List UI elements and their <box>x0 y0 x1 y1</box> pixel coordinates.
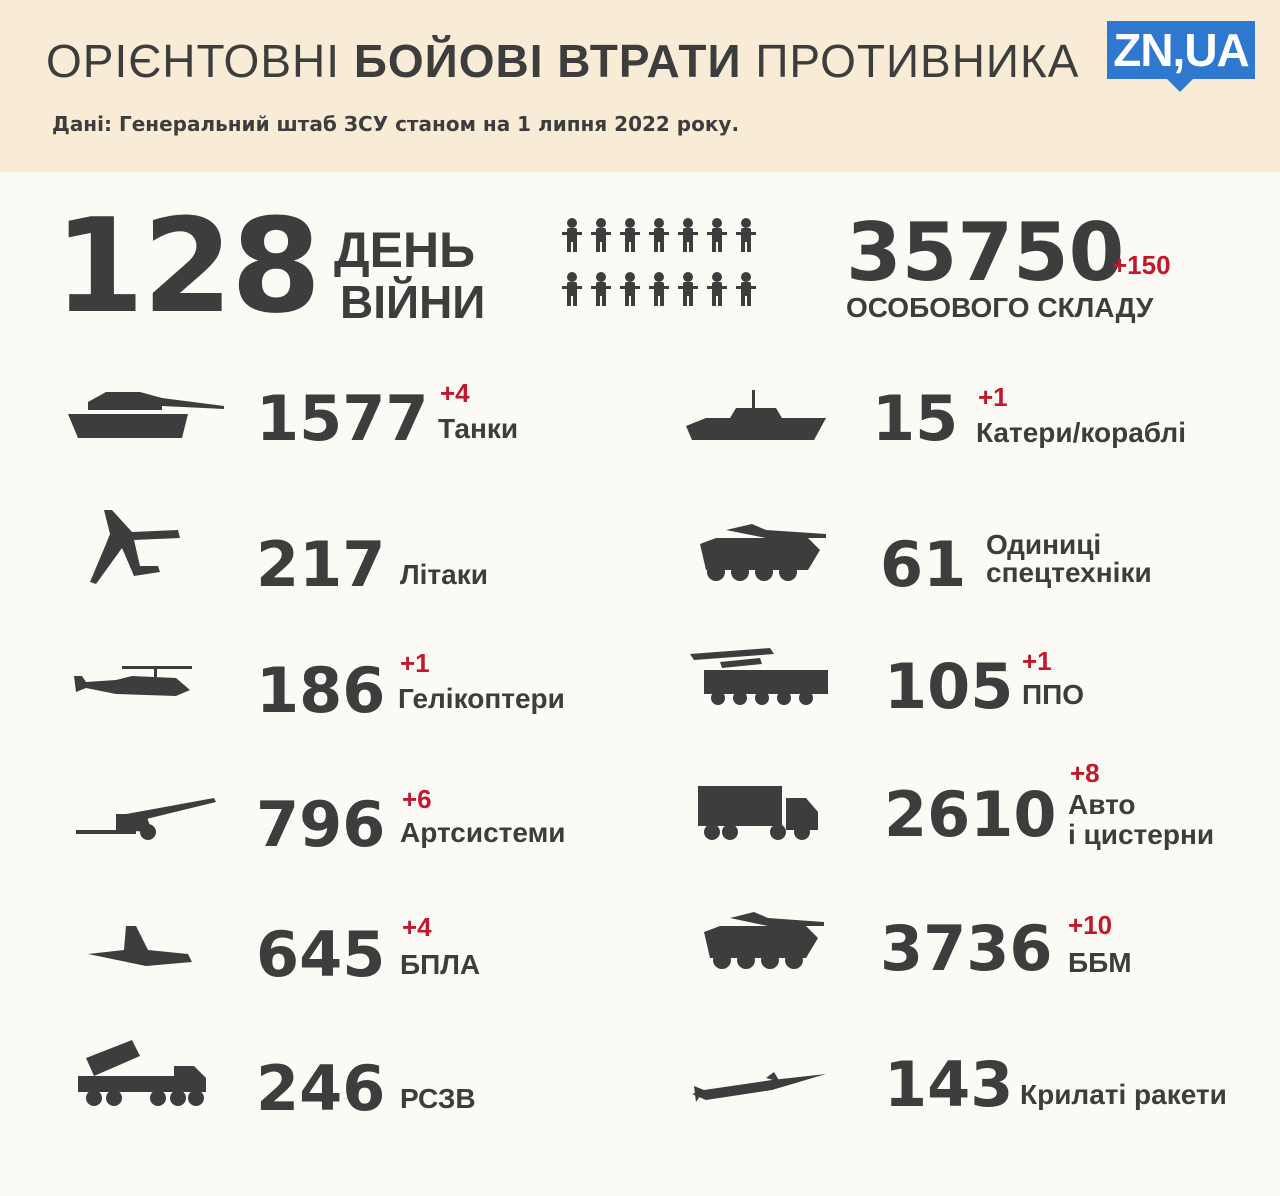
artillery-delta: +6 <box>402 784 432 815</box>
artillery-icon <box>76 796 220 844</box>
mlrs-label: РСЗВ <box>400 1084 476 1113</box>
ships-delta: +1 <box>978 382 1008 413</box>
vehicles-label: Авто <box>1068 790 1136 819</box>
air-defense-label: ППО <box>1022 680 1084 709</box>
air-defense-icon <box>690 644 832 710</box>
vehicles-value: 2610 <box>884 780 1057 850</box>
special-vehicles-value: 61 <box>880 530 966 600</box>
helicopters-label: Гелікоптери <box>398 684 565 713</box>
ships-label: Катери/кораблі <box>976 418 1186 447</box>
artillery-label: Артсистеми <box>400 818 566 847</box>
title-part-2: ПРОТИВНИКА <box>742 35 1080 87</box>
air-defense-delta: +1 <box>1022 646 1052 677</box>
personnel-label: ОСОБОВОГО СКЛАДУ <box>846 293 1153 322</box>
helicopters-value: 186 <box>256 656 385 726</box>
drones-label: БПЛА <box>400 950 480 979</box>
page-title: ОРІЄНТОВНІ БОЙОВІ ВТРАТИ ПРОТИВНИКА <box>46 34 1079 88</box>
drone-icon <box>86 924 194 972</box>
day-number: 128 <box>54 196 319 336</box>
tanks-value: 1577 <box>256 384 429 454</box>
mlrs-value: 246 <box>256 1054 385 1124</box>
title-part-1: ОРІЄНТОВНІ <box>46 35 354 87</box>
cruise-missile-icon <box>692 1068 830 1108</box>
ifv-delta: +10 <box>1068 910 1112 941</box>
special-vehicles-label: Одиниці <box>986 530 1101 559</box>
special-vehicles-label-2: спецтехніки <box>986 558 1152 587</box>
ifv-icon <box>700 910 828 974</box>
cruise-missiles-label: Крилаті ракети <box>1020 1080 1227 1109</box>
zn-ua-logo: ZN,UA <box>1107 21 1255 79</box>
ships-value: 15 <box>872 384 958 454</box>
logo-speech-tail <box>1166 78 1194 92</box>
vehicles-label-2: і цистерни <box>1068 820 1214 849</box>
vehicles-delta: +8 <box>1070 758 1100 789</box>
special-vehicle-icon <box>696 520 830 584</box>
artillery-value: 796 <box>256 790 385 860</box>
air-defense-value: 105 <box>884 652 1013 722</box>
tanks-label: Танки <box>438 414 518 443</box>
source-subtitle: Дані: Генеральний штаб ЗСУ станом на 1 л… <box>52 112 739 136</box>
soldiers-icon <box>560 216 770 320</box>
cruise-missiles-value: 143 <box>884 1050 1013 1120</box>
tank-icon <box>58 388 228 444</box>
day-label: ДЕНЬ <box>334 224 475 276</box>
ifv-label: ББМ <box>1068 948 1132 977</box>
planes-value: 217 <box>256 530 385 600</box>
ifv-value: 3736 <box>880 914 1053 984</box>
planes-label: Літаки <box>400 560 488 589</box>
war-label: ВІЙНИ <box>340 278 485 326</box>
personnel-delta: +150 <box>1112 250 1171 281</box>
tanks-delta: +4 <box>440 378 470 409</box>
drones-delta: +4 <box>402 912 432 943</box>
personnel-value: 35750 <box>846 208 1124 298</box>
plane-icon <box>82 504 182 590</box>
helicopter-icon <box>72 662 196 710</box>
helicopters-delta: +1 <box>400 648 430 679</box>
ship-icon <box>686 388 828 444</box>
mlrs-icon <box>78 1036 208 1108</box>
truck-icon <box>694 782 822 842</box>
drones-value: 645 <box>256 920 385 990</box>
title-bold-part: БОЙОВІ ВТРАТИ <box>354 35 742 87</box>
